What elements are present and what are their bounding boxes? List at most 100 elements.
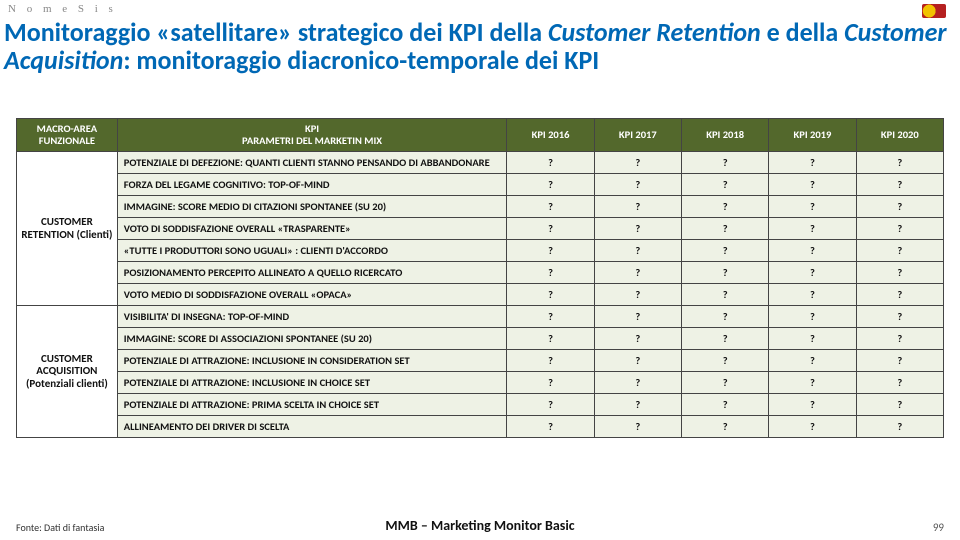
- kpi-value-cell: ?: [856, 218, 943, 240]
- col-kpi: KPI PARAMETRI DEL MARKETIN MIX: [117, 119, 507, 152]
- kpi-value-cell: ?: [769, 372, 856, 394]
- kpi-value-cell: ?: [507, 218, 594, 240]
- kpi-label-cell: «TUTTE I PRODUTTORI SONO UGUALI» : CLIEN…: [117, 240, 507, 262]
- slide-title: Monitoraggio «satellitare» strategico de…: [2, 18, 958, 74]
- kpi-value-cell: ?: [769, 328, 856, 350]
- kpi-value-cell: ?: [681, 306, 768, 328]
- kpi-value-cell: ?: [594, 218, 681, 240]
- kpi-value-cell: ?: [769, 240, 856, 262]
- kpi-label-cell: VISIBILITA' DI INSEGNA: TOP-OF-MIND: [117, 306, 507, 328]
- kpi-value-cell: ?: [507, 262, 594, 284]
- kpi-value-cell: ?: [769, 416, 856, 438]
- kpi-value-cell: ?: [507, 152, 594, 174]
- footer-source: Fonte: Dati di fantasia: [16, 521, 104, 534]
- footer-page-number: 99: [933, 521, 944, 534]
- macro-area-cell: CUSTOMER RETENTION (Clienti): [17, 152, 118, 306]
- kpi-value-cell: ?: [681, 350, 768, 372]
- kpi-value-cell: ?: [856, 262, 943, 284]
- table-body: CUSTOMER RETENTION (Clienti) POTENZIALE D…: [17, 152, 944, 438]
- kpi-value-cell: ?: [856, 196, 943, 218]
- kpi-label-cell: POTENZIALE DI ATTRAZIONE: INCLUSIONE IN …: [117, 372, 507, 394]
- table-row: «TUTTE I PRODUTTORI SONO UGUALI» : CLIEN…: [17, 240, 944, 262]
- col-2019: KPI 2019: [769, 119, 856, 152]
- kpi-value-cell: ?: [594, 284, 681, 306]
- table-row: VOTO MEDIO DI SODDISFAZIONE OVERALL «OPA…: [17, 284, 944, 306]
- col-2017: KPI 2017: [594, 119, 681, 152]
- kpi-value-cell: ?: [769, 394, 856, 416]
- macro-area-cell: CUSTOMER ACQUISITION (Potenziali clienti…: [17, 306, 118, 438]
- kpi-value-cell: ?: [507, 350, 594, 372]
- footer-center-label: MMB – Marketing Monitor Basic: [385, 517, 574, 534]
- kpi-value-cell: ?: [507, 240, 594, 262]
- brand-logo-text: N o m e S i s: [8, 3, 117, 15]
- kpi-value-cell: ?: [594, 306, 681, 328]
- kpi-value-cell: ?: [507, 372, 594, 394]
- title-part3: : monitoraggio diacronico-temporale dei …: [123, 44, 599, 76]
- kpi-value-cell: ?: [856, 394, 943, 416]
- kpi-value-cell: ?: [856, 284, 943, 306]
- col-macro: MACRO-AREA FUNZIONALE: [17, 119, 118, 152]
- kpi-value-cell: ?: [769, 306, 856, 328]
- slide-footer: Fonte: Dati di fantasia MMB – Marketing …: [16, 521, 944, 534]
- col-2018: KPI 2018: [681, 119, 768, 152]
- kpi-value-cell: ?: [856, 306, 943, 328]
- table-row: POTENZIALE DI ATTRAZIONE: INCLUSIONE IN …: [17, 350, 944, 372]
- col-2016: KPI 2016: [507, 119, 594, 152]
- kpi-value-cell: ?: [507, 174, 594, 196]
- kpi-value-cell: ?: [769, 196, 856, 218]
- kpi-value-cell: ?: [507, 284, 594, 306]
- kpi-value-cell: ?: [856, 174, 943, 196]
- kpi-value-cell: ?: [769, 284, 856, 306]
- kpi-value-cell: ?: [594, 350, 681, 372]
- kpi-label-cell: POTENZIALE DI ATTRAZIONE: PRIMA SCELTA I…: [117, 394, 507, 416]
- kpi-value-cell: ?: [681, 328, 768, 350]
- kpi-value-cell: ?: [681, 284, 768, 306]
- kpi-value-cell: ?: [681, 174, 768, 196]
- kpi-value-cell: ?: [594, 196, 681, 218]
- kpi-value-cell: ?: [594, 174, 681, 196]
- kpi-value-cell: ?: [507, 306, 594, 328]
- kpi-label-cell: IMMAGINE: SCORE DI ASSOCIAZIONI SPONTANE…: [117, 328, 507, 350]
- kpi-value-cell: ?: [856, 416, 943, 438]
- kpi-value-cell: ?: [856, 240, 943, 262]
- kpi-value-cell: ?: [681, 262, 768, 284]
- table-row: IMMAGINE: SCORE DI ASSOCIAZIONI SPONTANE…: [17, 328, 944, 350]
- kpi-value-cell: ?: [594, 240, 681, 262]
- kpi-value-cell: ?: [594, 262, 681, 284]
- kpi-value-cell: ?: [681, 152, 768, 174]
- kpi-value-cell: ?: [681, 240, 768, 262]
- kpi-value-cell: ?: [507, 196, 594, 218]
- kpi-table-container: MACRO-AREA FUNZIONALE KPI PARAMETRI DEL …: [16, 118, 944, 438]
- kpi-value-cell: ?: [856, 152, 943, 174]
- table-row: POTENZIALE DI ATTRAZIONE: INCLUSIONE IN …: [17, 372, 944, 394]
- title-part2: e della: [761, 16, 844, 48]
- kpi-value-cell: ?: [681, 372, 768, 394]
- kpi-value-cell: ?: [769, 152, 856, 174]
- kpi-value-cell: ?: [507, 416, 594, 438]
- kpi-label-cell: IMMAGINE: SCORE MEDIO DI CITAZIONI SPONT…: [117, 196, 507, 218]
- kpi-value-cell: ?: [681, 196, 768, 218]
- kpi-value-cell: ?: [681, 416, 768, 438]
- kpi-value-cell: ?: [856, 372, 943, 394]
- kpi-value-cell: ?: [681, 218, 768, 240]
- kpi-label-cell: VOTO MEDIO DI SODDISFAZIONE OVERALL «OPA…: [117, 284, 507, 306]
- kpi-value-cell: ?: [594, 152, 681, 174]
- kpi-value-cell: ?: [681, 394, 768, 416]
- kpi-label-cell: FORZA DEL LEGAME COGNITIVO: TOP-OF-MIND: [117, 174, 507, 196]
- kpi-table: MACRO-AREA FUNZIONALE KPI PARAMETRI DEL …: [16, 118, 944, 438]
- table-row: ALLINEAMENTO DEI DRIVER DI SCELTA?????: [17, 416, 944, 438]
- table-row: VOTO DI SODDISFAZIONE OVERALL «TRASPAREN…: [17, 218, 944, 240]
- kpi-value-cell: ?: [769, 174, 856, 196]
- table-row: CUSTOMER ACQUISITION (Potenziali clienti…: [17, 306, 944, 328]
- table-row: POTENZIALE DI ATTRAZIONE: PRIMA SCELTA I…: [17, 394, 944, 416]
- table-row: IMMAGINE: SCORE MEDIO DI CITAZIONI SPONT…: [17, 196, 944, 218]
- kpi-value-cell: ?: [594, 372, 681, 394]
- table-row: FORZA DEL LEGAME COGNITIVO: TOP-OF-MIND?…: [17, 174, 944, 196]
- table-row: CUSTOMER RETENTION (Clienti)POTENZIALE D…: [17, 152, 944, 174]
- kpi-value-cell: ?: [769, 350, 856, 372]
- kpi-value-cell: ?: [594, 416, 681, 438]
- kpi-value-cell: ?: [594, 328, 681, 350]
- kpi-value-cell: ?: [594, 394, 681, 416]
- kpi-value-cell: ?: [856, 350, 943, 372]
- kpi-value-cell: ?: [507, 328, 594, 350]
